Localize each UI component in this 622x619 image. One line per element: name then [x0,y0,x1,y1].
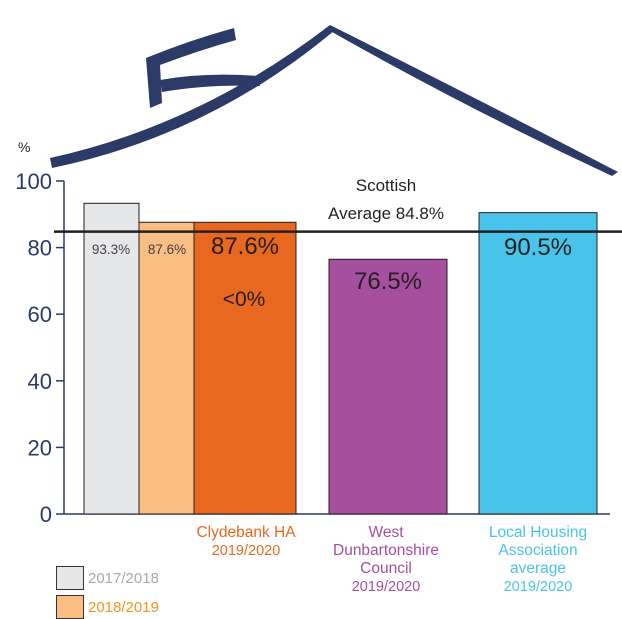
reference-label: Average 84.8% [328,204,444,223]
legend-item-2017: 2017/2018 [56,566,159,590]
y-tick-label: 20 [28,435,52,460]
reference-label: Scottish [356,176,416,195]
y-tick-label: 80 [28,236,52,261]
y-tick-label: 0 [40,502,52,527]
y-axis-label: % [18,139,30,155]
category-name-line: Association [498,542,578,559]
roof-graphic [50,25,618,176]
category-name-line: Clydebank HA [196,524,296,541]
category-label: West Dunbartonshire Council 2019/2020 [311,524,461,596]
value-label: 90.5% [504,234,572,261]
category-label: Clydebank HA 2019/2020 [171,524,321,560]
legend-swatch [56,595,84,619]
category-period: 2019/2020 [351,579,421,595]
category-name-line: average [509,560,566,577]
value-label: 76.5% [354,268,422,295]
bar [138,221,195,515]
y-tick-label: 40 [28,369,52,394]
y-tick-label: 60 [28,302,52,327]
legend-item-2018: 2018/2019 [56,595,159,619]
legend-label: 2017/2018 [88,569,159,587]
legend-swatch [56,566,84,590]
category-name-line: Local Housing [488,524,588,541]
category-label: Local Housing Association average 2019/2020 [463,524,613,596]
bar [193,221,297,515]
legend-label: 2018/2019 [88,598,159,616]
value-label: 87.6% [211,233,279,260]
value-label: 93.3% [92,242,130,257]
change-annotation: <0% [223,288,266,311]
category-name-line: Council [360,560,412,577]
category-name-line: Dunbartonshire [333,542,439,559]
bar [478,212,598,515]
category-period: 2019/2020 [503,579,573,595]
category-name-line: West [368,524,404,541]
y-tick-label: 100 [15,169,52,194]
category-period: 2019/2020 [211,543,281,559]
bar [328,258,448,515]
value-label: 87.6% [148,242,186,257]
